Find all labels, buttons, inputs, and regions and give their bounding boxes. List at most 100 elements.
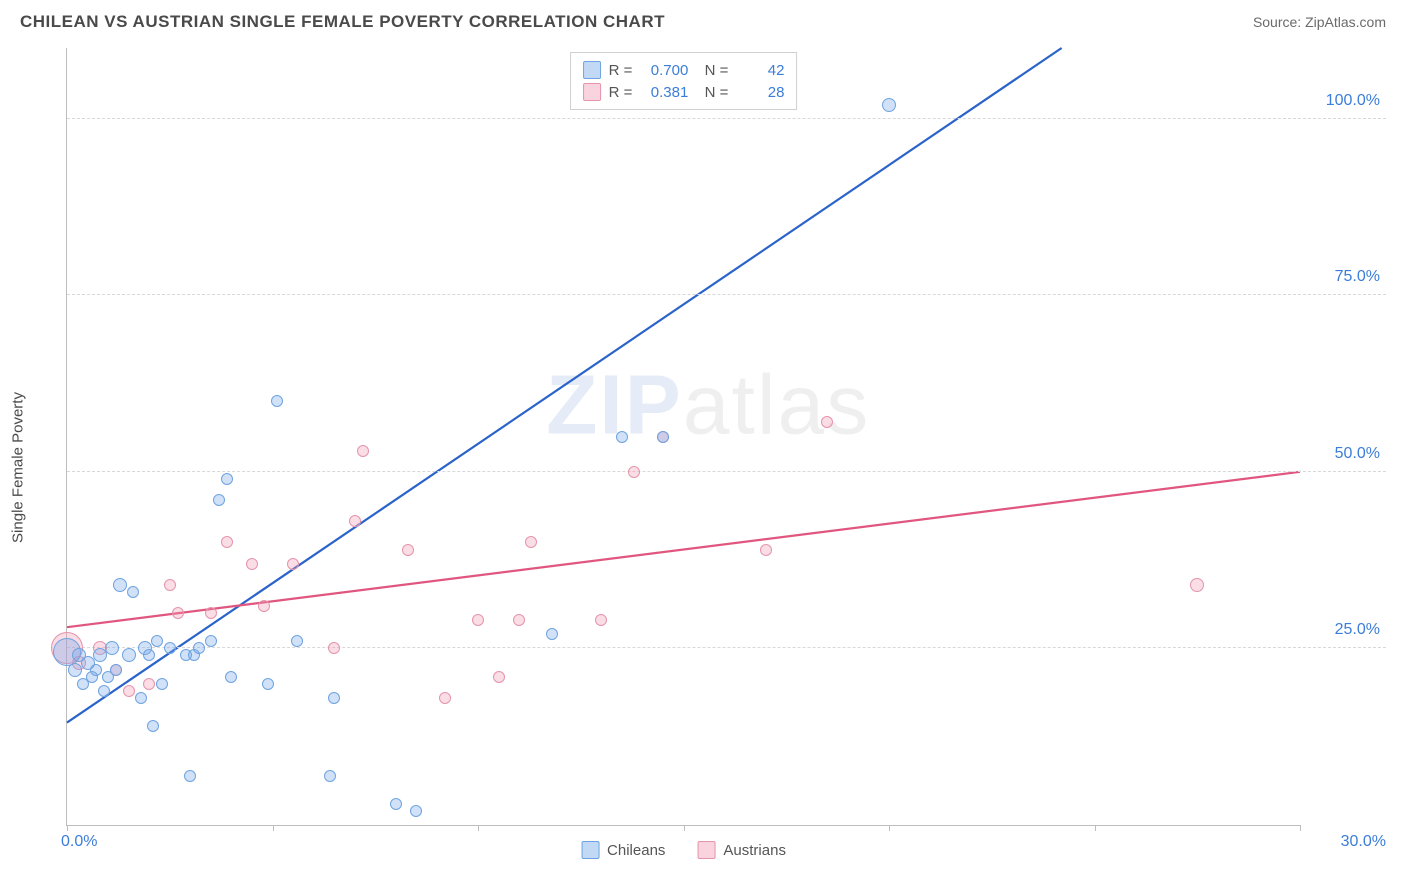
legend-r-chileans: 0.700	[640, 62, 688, 79]
scatter-point-chileans	[657, 431, 669, 443]
scatter-point-austrians	[328, 642, 340, 654]
scatter-point-austrians	[472, 614, 484, 626]
x-tick	[1300, 825, 1301, 831]
scatter-point-austrians	[1190, 578, 1204, 592]
legend-item-chileans: Chileans	[581, 841, 665, 859]
x-tick	[273, 825, 274, 831]
y-axis-label: Single Female Poverty	[10, 392, 27, 543]
legend-swatch-austrians	[583, 83, 601, 101]
scatter-point-chileans	[221, 473, 233, 485]
legend-r-label: R =	[609, 84, 633, 101]
scatter-point-chileans	[193, 642, 205, 654]
legend-swatch-icon	[697, 841, 715, 859]
legend-r-label: R =	[609, 62, 633, 79]
legend-n-austrians: 28	[736, 84, 784, 101]
scatter-point-chileans	[98, 685, 110, 697]
scatter-point-austrians	[143, 678, 155, 690]
legend-row-austrians: R = 0.381 N = 28	[583, 81, 785, 103]
scatter-point-austrians	[439, 692, 451, 704]
scatter-point-austrians	[123, 685, 135, 697]
chart-header: CHILEAN VS AUSTRIAN SINGLE FEMALE POVERT…	[0, 0, 1406, 40]
gridline-h	[67, 294, 1386, 295]
legend-row-chileans: R = 0.700 N = 42	[583, 59, 785, 81]
scatter-point-chileans	[213, 494, 225, 506]
chart-title: CHILEAN VS AUSTRIAN SINGLE FEMALE POVERT…	[20, 12, 665, 32]
scatter-point-austrians	[760, 544, 772, 556]
scatter-point-austrians	[164, 579, 176, 591]
x-tick	[889, 825, 890, 831]
scatter-point-austrians	[221, 536, 233, 548]
scatter-point-austrians	[821, 416, 833, 428]
gridline-h	[67, 118, 1386, 119]
legend-label-austrians: Austrians	[723, 842, 786, 859]
series-legend: Chileans Austrians	[581, 841, 786, 859]
scatter-point-chileans	[164, 642, 176, 654]
scatter-point-austrians	[357, 445, 369, 457]
scatter-point-chileans	[122, 648, 136, 662]
watermark-post: atlas	[683, 358, 870, 452]
scatter-point-chileans	[328, 692, 340, 704]
scatter-point-austrians	[595, 614, 607, 626]
y-tick-label: 50.0%	[1335, 445, 1380, 463]
scatter-point-chileans	[184, 770, 196, 782]
x-tick	[684, 825, 685, 831]
gridline-h	[67, 647, 1386, 648]
legend-n-label: N =	[696, 84, 728, 101]
scatter-point-austrians	[493, 671, 505, 683]
legend-swatch-icon	[581, 841, 599, 859]
legend-n-chileans: 42	[736, 62, 784, 79]
x-tick	[67, 825, 68, 831]
scatter-point-chileans	[546, 628, 558, 640]
scatter-point-chileans	[291, 635, 303, 647]
plot-area: ZIPatlas R = 0.700 N = 42 R = 0.381 N = …	[66, 48, 1300, 826]
scatter-point-chileans	[205, 635, 217, 647]
scatter-point-austrians	[513, 614, 525, 626]
scatter-point-chileans	[143, 649, 155, 661]
scatter-point-chileans	[151, 635, 163, 647]
y-tick-label: 25.0%	[1335, 621, 1380, 639]
scatter-point-chileans	[390, 798, 402, 810]
trend-line-chileans	[67, 48, 1062, 723]
scatter-point-chileans	[324, 770, 336, 782]
scatter-point-austrians	[525, 536, 537, 548]
trend-line-austrians	[67, 472, 1300, 627]
legend-label-chileans: Chileans	[607, 842, 665, 859]
y-tick-label: 75.0%	[1335, 268, 1380, 286]
legend-r-austrians: 0.381	[640, 84, 688, 101]
x-tick	[478, 825, 479, 831]
chart-source: Source: ZipAtlas.com	[1253, 14, 1386, 30]
scatter-point-chileans	[262, 678, 274, 690]
scatter-point-chileans	[410, 805, 422, 817]
y-tick-label: 100.0%	[1326, 92, 1380, 110]
legend-swatch-chileans	[583, 61, 601, 79]
scatter-point-austrians	[205, 607, 217, 619]
scatter-point-chileans	[105, 641, 119, 655]
scatter-point-austrians	[349, 515, 361, 527]
legend-item-austrians: Austrians	[697, 841, 786, 859]
scatter-point-chileans	[225, 671, 237, 683]
scatter-point-austrians	[628, 466, 640, 478]
scatter-point-austrians	[402, 544, 414, 556]
scatter-point-chileans	[127, 586, 139, 598]
scatter-point-chileans	[110, 664, 122, 676]
chart-wrapper: Single Female Poverty ZIPatlas R = 0.700…	[36, 48, 1386, 870]
legend-n-label: N =	[696, 62, 728, 79]
scatter-point-chileans	[616, 431, 628, 443]
scatter-point-austrians	[246, 558, 258, 570]
x-tick	[1095, 825, 1096, 831]
scatter-point-austrians	[287, 558, 299, 570]
trend-lines	[67, 48, 1300, 825]
scatter-point-chileans	[90, 664, 102, 676]
correlation-legend: R = 0.700 N = 42 R = 0.381 N = 28	[570, 52, 798, 110]
x-axis-end-label: 30.0%	[1341, 833, 1386, 851]
scatter-point-chileans	[882, 98, 896, 112]
scatter-point-chileans	[147, 720, 159, 732]
gridline-h	[67, 471, 1386, 472]
scatter-point-chileans	[271, 395, 283, 407]
scatter-point-chileans	[135, 692, 147, 704]
scatter-point-austrians	[172, 607, 184, 619]
scatter-point-chileans	[113, 578, 127, 592]
scatter-point-chileans	[156, 678, 168, 690]
x-axis-start-label: 0.0%	[61, 833, 97, 851]
scatter-point-austrians	[258, 600, 270, 612]
